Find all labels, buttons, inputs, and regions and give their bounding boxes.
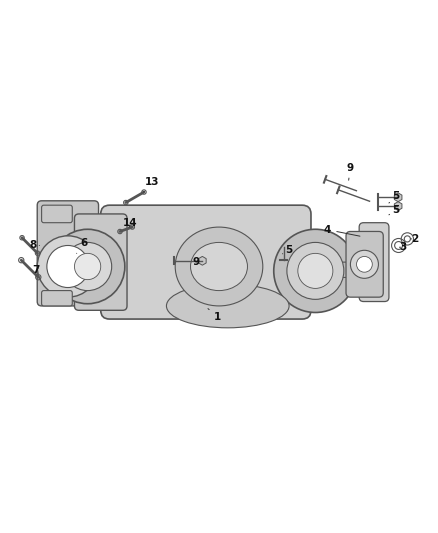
Text: 6: 6 xyxy=(77,238,88,253)
Circle shape xyxy=(274,229,357,312)
Text: 5: 5 xyxy=(389,205,399,215)
Text: 1: 1 xyxy=(208,309,221,322)
Text: 14: 14 xyxy=(123,217,138,228)
Text: 8: 8 xyxy=(29,240,39,249)
Circle shape xyxy=(298,253,333,288)
Text: 4: 4 xyxy=(324,225,360,236)
Text: 9: 9 xyxy=(193,257,200,267)
Text: 7: 7 xyxy=(32,265,39,275)
Ellipse shape xyxy=(166,284,289,328)
Circle shape xyxy=(47,246,89,287)
Circle shape xyxy=(74,253,101,280)
Circle shape xyxy=(37,236,99,297)
FancyBboxPatch shape xyxy=(359,223,389,302)
FancyBboxPatch shape xyxy=(37,201,99,306)
Text: 3: 3 xyxy=(399,242,407,252)
Text: 5: 5 xyxy=(283,245,293,255)
Circle shape xyxy=(287,243,344,300)
FancyBboxPatch shape xyxy=(42,290,72,306)
FancyBboxPatch shape xyxy=(42,205,72,223)
Text: 5: 5 xyxy=(389,191,399,203)
Ellipse shape xyxy=(191,243,247,290)
FancyBboxPatch shape xyxy=(346,231,383,297)
Circle shape xyxy=(50,229,125,304)
FancyBboxPatch shape xyxy=(339,262,370,278)
Circle shape xyxy=(357,256,372,272)
Text: 9: 9 xyxy=(347,163,354,180)
FancyBboxPatch shape xyxy=(74,214,127,310)
FancyBboxPatch shape xyxy=(101,205,311,319)
Text: 13: 13 xyxy=(144,176,160,192)
Circle shape xyxy=(350,251,378,278)
Ellipse shape xyxy=(175,227,263,306)
Circle shape xyxy=(64,243,112,290)
Text: 2: 2 xyxy=(411,234,418,244)
